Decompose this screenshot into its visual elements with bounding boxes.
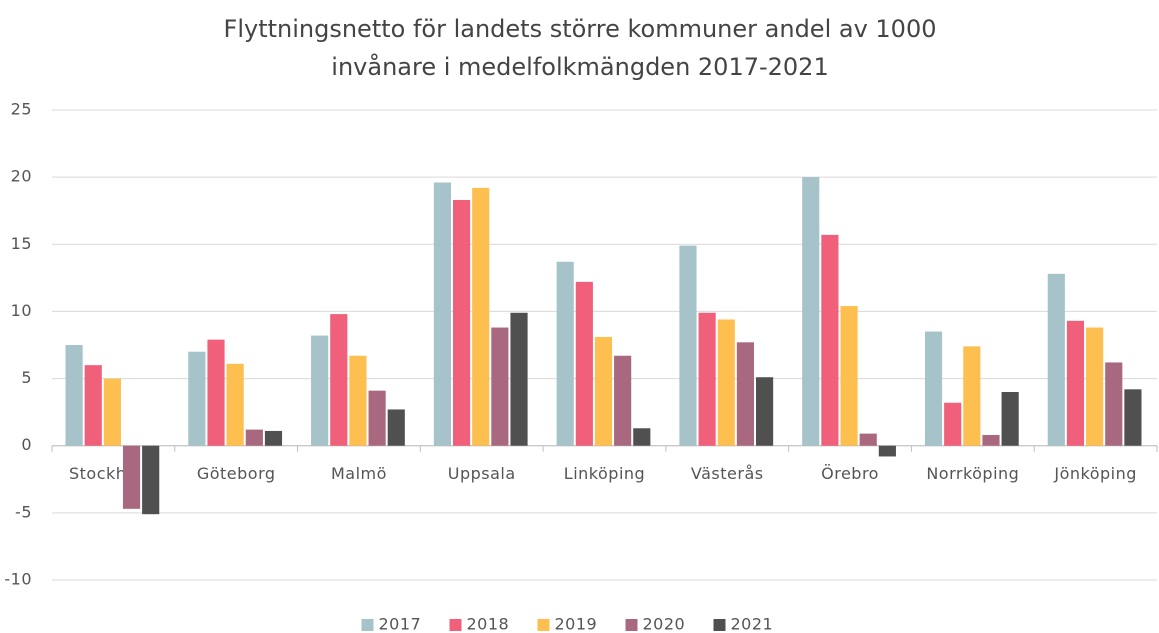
y-tick-label: 10 — [11, 301, 32, 320]
legend-label: 2021 — [731, 615, 774, 633]
bar — [944, 402, 962, 446]
chart-title: Flyttningsnetto för landets större kommu… — [223, 15, 937, 81]
y-tick-label: -10 — [4, 570, 32, 589]
bar — [65, 345, 83, 446]
bar — [1066, 320, 1085, 446]
legend-swatch — [449, 619, 462, 631]
bar — [387, 409, 405, 446]
x-tick-label: Göteborg — [197, 464, 276, 483]
bar — [226, 363, 244, 446]
x-tick-label: Malmö — [331, 464, 387, 483]
bar — [510, 312, 528, 446]
bar — [122, 445, 141, 509]
legend-label: 2017 — [379, 615, 422, 633]
legend-swatch — [625, 619, 638, 631]
legend-swatch — [361, 619, 374, 631]
bar — [717, 319, 735, 446]
y-tick-label: -5 — [15, 502, 32, 521]
bar — [433, 182, 451, 446]
bar — [982, 434, 1000, 446]
bar — [142, 445, 160, 515]
bar — [859, 433, 877, 446]
x-tick-label: Uppsala — [448, 464, 516, 483]
bar — [452, 199, 471, 446]
bar — [472, 187, 490, 446]
bar — [594, 336, 613, 446]
bar — [245, 429, 263, 446]
bar — [756, 377, 774, 446]
bar — [840, 306, 858, 446]
y-tick-label: 5 — [21, 368, 32, 387]
bar — [924, 331, 943, 446]
y-tick-label: 0 — [21, 435, 32, 454]
bar — [84, 365, 102, 446]
x-tick-label: Norrköping — [926, 464, 1019, 483]
x-tick-label: Jönköping — [1053, 464, 1137, 483]
legend-swatch — [713, 619, 726, 631]
y-tick-label: 15 — [11, 234, 32, 253]
bar — [349, 355, 367, 446]
legend-label: 2018 — [467, 615, 510, 633]
bar — [575, 281, 593, 446]
bar — [821, 234, 839, 446]
bar — [1001, 392, 1019, 446]
legend-swatch — [537, 619, 550, 631]
bar — [1086, 327, 1104, 446]
legend-label: 2019 — [555, 615, 598, 633]
x-tick-label: Örebro — [821, 464, 879, 483]
bar — [614, 355, 632, 446]
bar — [330, 314, 348, 446]
x-tick-label: Västerås — [691, 464, 764, 483]
bar — [491, 327, 509, 446]
bar — [633, 428, 651, 446]
bar — [368, 390, 386, 446]
bar — [207, 339, 225, 446]
y-tick-label: 25 — [11, 100, 32, 119]
bar — [311, 335, 329, 446]
bar — [1124, 389, 1142, 446]
bar — [264, 430, 283, 446]
bar — [736, 342, 755, 446]
bar — [1105, 362, 1123, 446]
y-tick-label: 20 — [11, 167, 32, 186]
bar — [188, 351, 206, 446]
bar — [963, 346, 981, 446]
x-tick-label: Linköping — [564, 464, 645, 483]
legend-label: 2020 — [643, 615, 686, 633]
bar — [878, 445, 896, 457]
bar — [103, 378, 121, 446]
bar — [1047, 273, 1065, 446]
bar — [556, 261, 574, 446]
bar — [679, 245, 697, 446]
bar — [802, 177, 820, 446]
bar — [698, 312, 716, 446]
